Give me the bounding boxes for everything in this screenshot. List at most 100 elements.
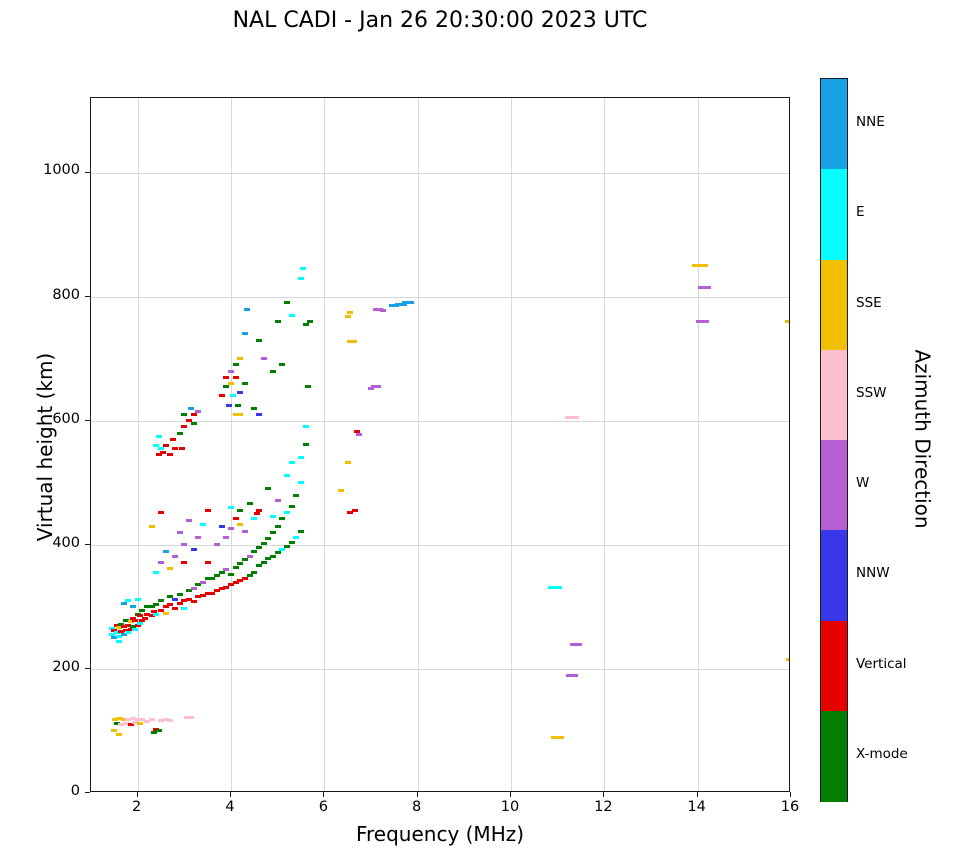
data-point <box>265 487 272 491</box>
data-point <box>120 602 127 606</box>
data-point <box>181 606 188 610</box>
data-point <box>162 444 169 447</box>
data-point <box>158 447 164 451</box>
data-point <box>218 586 225 590</box>
data-point <box>123 722 129 725</box>
data-point <box>113 631 120 635</box>
x-tick-mark <box>603 792 605 797</box>
data-point <box>148 718 155 722</box>
x-tick-mark <box>416 792 418 797</box>
data-point <box>167 566 174 570</box>
data-point <box>200 580 206 584</box>
data-point <box>158 511 164 514</box>
data-point <box>144 605 150 609</box>
data-point <box>155 729 162 733</box>
data-point <box>347 310 353 314</box>
gridline-y <box>91 172 789 174</box>
data-point <box>242 529 248 533</box>
data-point <box>172 597 178 601</box>
plot-area <box>90 97 790 792</box>
data-point <box>232 363 239 367</box>
data-point <box>139 609 146 613</box>
data-point <box>130 616 136 620</box>
y-tick-mark <box>85 171 90 173</box>
data-point <box>169 437 176 441</box>
data-point <box>127 723 134 727</box>
data-point <box>347 511 353 514</box>
data-point <box>190 600 197 604</box>
data-point <box>565 673 578 677</box>
data-point <box>368 386 374 390</box>
data-point <box>218 394 225 398</box>
data-point <box>293 535 300 539</box>
data-point <box>200 594 206 598</box>
data-point <box>153 571 160 575</box>
data-point <box>172 554 178 558</box>
data-point <box>116 626 122 630</box>
data-point <box>172 447 178 451</box>
data-point <box>347 339 358 343</box>
data-point <box>181 413 188 416</box>
data-point <box>209 576 216 580</box>
data-point <box>137 722 143 725</box>
data-point <box>158 560 164 564</box>
data-point <box>235 403 241 407</box>
data-point <box>228 506 234 510</box>
data-point <box>237 508 244 512</box>
data-point <box>204 509 211 513</box>
colorbar-segment-SSW <box>821 349 847 441</box>
data-point <box>111 628 118 632</box>
data-point <box>125 631 132 635</box>
data-point <box>195 409 202 413</box>
data-point <box>256 545 262 549</box>
data-point <box>246 574 253 578</box>
colorbar-segment-SSE <box>821 259 847 351</box>
data-point <box>148 605 155 609</box>
data-point <box>274 498 281 502</box>
data-point <box>228 369 234 373</box>
data-point <box>120 625 127 629</box>
colorbar-label-NNW: NNW <box>856 565 890 582</box>
colorbar-label-NNE: NNE <box>856 114 885 131</box>
data-point <box>130 605 136 609</box>
data-point <box>200 523 206 527</box>
data-point <box>344 460 351 464</box>
data-point <box>288 504 295 508</box>
data-point <box>162 611 169 615</box>
data-point <box>284 544 290 548</box>
data-point <box>113 722 120 725</box>
colorbar-segment-X <box>821 710 847 802</box>
data-point <box>123 628 129 632</box>
data-point <box>551 735 565 739</box>
data-point <box>570 642 583 646</box>
data-point <box>181 599 188 603</box>
data-point <box>190 422 197 426</box>
data-point <box>181 560 188 564</box>
data-point <box>279 548 286 552</box>
data-point <box>158 718 164 722</box>
data-point <box>260 357 267 361</box>
data-point <box>125 599 132 603</box>
data-point <box>127 627 134 631</box>
x-tick-mark <box>323 792 325 797</box>
data-point <box>223 568 230 572</box>
data-point <box>118 630 125 634</box>
data-point <box>130 717 136 720</box>
data-point <box>190 413 197 416</box>
data-point <box>162 717 169 721</box>
data-point <box>167 453 174 457</box>
data-point <box>214 574 220 578</box>
data-point <box>186 597 192 601</box>
gridline-x <box>511 98 512 791</box>
data-point <box>307 319 314 323</box>
data-point <box>265 556 272 560</box>
data-point <box>298 456 304 460</box>
data-point <box>300 267 307 271</box>
y-tick-label: 400 <box>52 534 80 551</box>
data-point <box>125 718 132 722</box>
data-point <box>237 391 244 395</box>
x-tick-label: 12 <box>594 799 613 815</box>
data-point <box>785 658 789 662</box>
data-point <box>223 585 230 589</box>
y-tick-mark <box>85 295 90 297</box>
